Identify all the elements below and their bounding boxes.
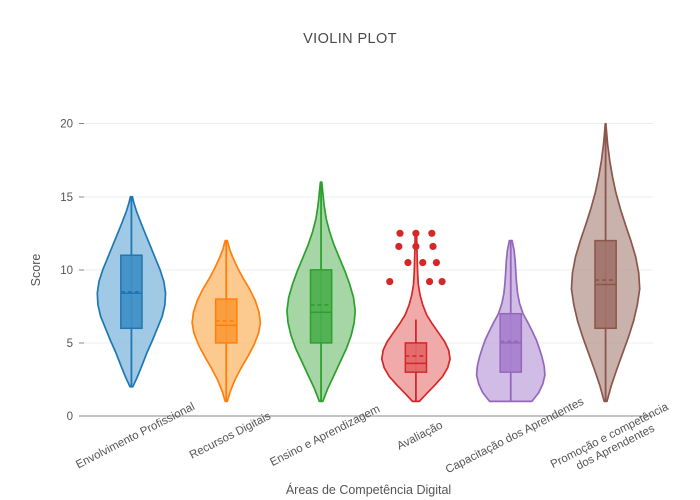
data-point [428, 229, 436, 237]
violin-series-group [96, 122, 641, 403]
y-tick-label: 15 [60, 192, 73, 204]
y-tick-label: 5 [67, 338, 73, 350]
violin-3[interactable] [286, 181, 357, 403]
x-tick-label-line: Envolvimento Profissional [74, 401, 197, 471]
violin-5[interactable] [475, 239, 546, 403]
y-tick-label: 10 [60, 265, 73, 277]
x-tick-label-2: Recursos Digitais [188, 410, 273, 461]
y-tick-label: 20 [60, 119, 73, 131]
y-tick-labels: 0 5 10 15 20 [60, 119, 73, 423]
x-tick-label-1: Envolvimento Profissional [74, 401, 197, 471]
data-point [432, 258, 441, 267]
data-point [386, 277, 394, 286]
data-point [395, 242, 403, 251]
x-tick-label-line: Recursos Digitais [188, 410, 273, 461]
x-axis-title: Áreas de Competência Digital [286, 482, 451, 497]
data-point [412, 229, 420, 237]
x-tick-label-3: Ensino e Aprendizagem [268, 403, 382, 469]
axes-group [79, 123, 653, 417]
y-tick-label: 0 [67, 411, 73, 423]
data-point [419, 258, 427, 267]
quartile-box [309, 269, 333, 344]
violin-2[interactable] [191, 239, 262, 403]
data-point [425, 277, 434, 286]
violin-6[interactable] [570, 122, 641, 403]
data-point [429, 242, 437, 251]
x-tick-label-line: Avaliação [395, 419, 445, 452]
data-point [438, 277, 446, 286]
x-tick-label-4: Avaliação [395, 419, 445, 452]
data-point [412, 242, 420, 251]
violin-1[interactable] [96, 195, 167, 388]
quartile-box [404, 342, 428, 373]
data-point [396, 229, 404, 237]
x-tick-label-line: Ensino e Aprendizagem [268, 403, 382, 469]
violin-4[interactable] [380, 229, 451, 403]
page-title: VIOLIN PLOT [303, 31, 397, 47]
gridlines [84, 123, 653, 417]
y-axis-title: Score [29, 254, 43, 287]
data-point [404, 258, 412, 267]
